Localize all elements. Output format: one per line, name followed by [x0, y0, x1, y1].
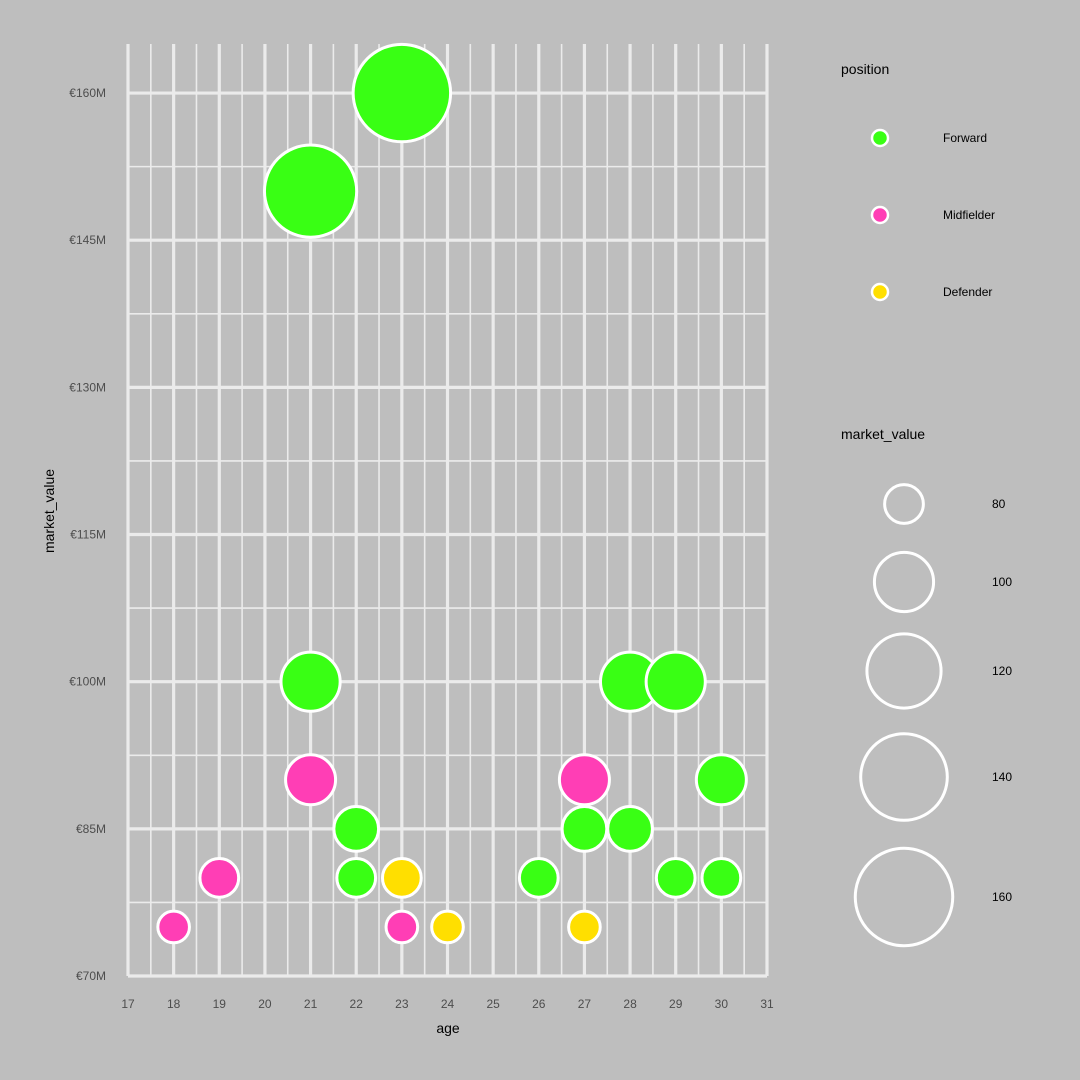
legend-key-forward — [870, 128, 890, 148]
size-legend-key — [872, 550, 936, 614]
data-point-forward — [517, 857, 560, 899]
data-point-forward — [654, 857, 697, 899]
x-tick-label: 25 — [486, 997, 500, 1011]
y-axis-ticks: €70M €85M €100M €115M €130M €145M €160M — [69, 86, 106, 983]
legend-key-midfielder — [870, 205, 890, 225]
data-point-forward — [335, 857, 378, 899]
size-legend-label: 140 — [992, 770, 1012, 784]
data-point-forward — [700, 857, 743, 899]
data-point-forward — [694, 753, 748, 807]
y-tick-label: €160M — [69, 86, 106, 100]
color-legend: Forward Midfielder Defender — [870, 128, 995, 302]
data-point-forward — [332, 804, 381, 853]
data-points — [156, 42, 748, 945]
x-axis-ticks: 17 18 19 20 21 22 23 24 25 26 27 28 29 30 31 — [121, 997, 774, 1011]
data-point-forward — [644, 650, 707, 713]
data-point-defender — [380, 857, 423, 899]
x-tick-label: 17 — [121, 997, 135, 1011]
data-point-midfielder — [557, 753, 611, 807]
x-tick-label: 31 — [760, 997, 774, 1011]
size-legend-key — [853, 846, 955, 948]
x-tick-label: 29 — [669, 997, 683, 1011]
grid — [126, 44, 769, 978]
x-tick-label: 30 — [715, 997, 729, 1011]
data-point-midfielder — [284, 753, 338, 807]
size-legend-label: 120 — [992, 664, 1012, 678]
size-legend-label: 80 — [992, 497, 1006, 511]
data-point-midfielder — [198, 857, 241, 899]
data-point-forward — [279, 650, 342, 713]
x-tick-label: 20 — [258, 997, 272, 1011]
data-point-midfielder — [156, 909, 191, 945]
legend-label-forward: Forward — [943, 131, 987, 145]
x-tick-label: 18 — [167, 997, 181, 1011]
size-legend-key — [859, 732, 949, 822]
legend-label-defender: Defender — [943, 285, 992, 299]
size-legend-label: 160 — [992, 890, 1012, 904]
size-legend-title: market_value — [841, 426, 925, 442]
legend-key-defender — [870, 282, 890, 302]
x-axis-title: age — [436, 1020, 460, 1036]
x-tick-label: 27 — [578, 997, 592, 1011]
y-tick-label: €100M — [69, 675, 106, 689]
x-tick-label: 21 — [304, 997, 318, 1011]
y-tick-label: €85M — [76, 822, 106, 836]
x-tick-label: 19 — [213, 997, 227, 1011]
legend-label-midfielder: Midfielder — [943, 208, 995, 222]
x-tick-label: 22 — [350, 997, 364, 1011]
y-tick-label: €145M — [69, 233, 106, 247]
x-tick-label: 23 — [395, 997, 409, 1011]
size-legend: 80 100 120 140 160 — [853, 483, 1012, 948]
y-tick-label: €70M — [76, 969, 106, 983]
size-legend-label: 100 — [992, 575, 1012, 589]
data-point-defender — [567, 909, 602, 945]
size-legend-key — [883, 483, 925, 525]
data-point-forward — [351, 42, 453, 144]
data-point-midfielder — [384, 909, 420, 945]
y-tick-label: €130M — [69, 380, 106, 394]
y-tick-label: €115M — [70, 528, 106, 542]
color-legend-title: position — [841, 61, 889, 77]
x-tick-label: 26 — [532, 997, 546, 1011]
data-point-forward — [262, 143, 359, 239]
data-point-forward — [606, 804, 654, 853]
y-axis-title: market_value — [41, 469, 57, 553]
x-tick-label: 24 — [441, 997, 455, 1011]
data-point-defender — [430, 909, 465, 945]
data-point-forward — [560, 804, 609, 853]
x-tick-label: 28 — [623, 997, 637, 1011]
size-legend-key — [865, 632, 943, 710]
